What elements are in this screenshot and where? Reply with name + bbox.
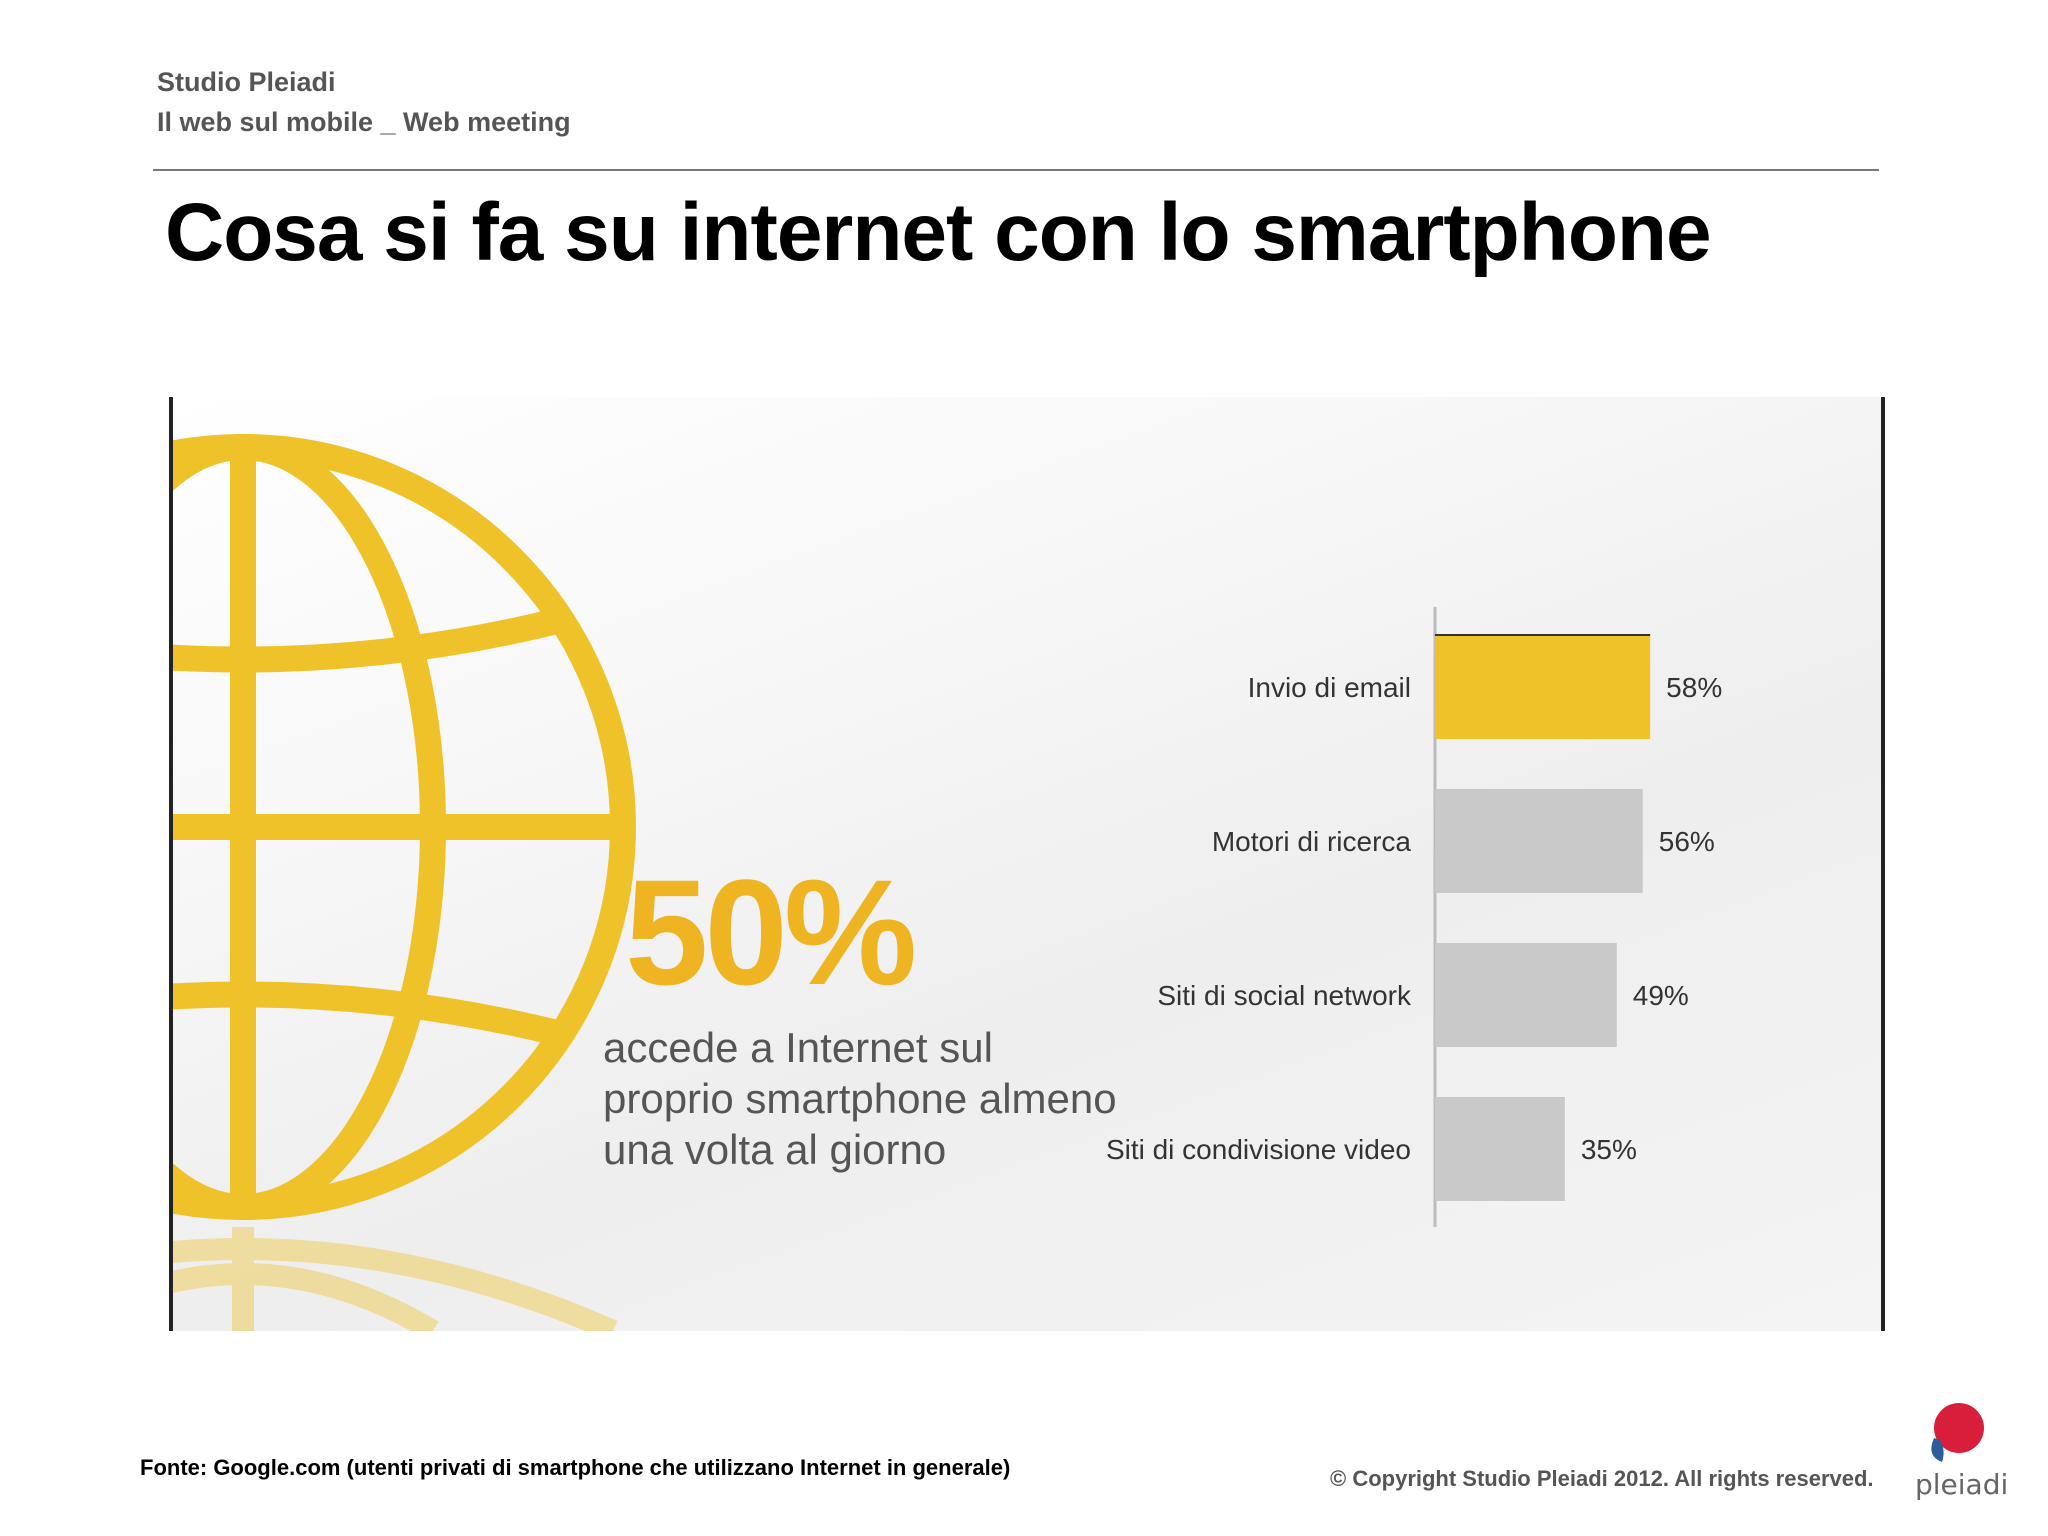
stat-caption: accede a Internet sul proprio smartphone… [603,1024,1117,1173]
stat-percentage: 50% [625,848,917,1016]
value-label: 58% [1666,672,1722,703]
value-label: 56% [1659,826,1715,857]
bar-2 [1435,943,1617,1047]
header-divider [153,169,1879,171]
value-label: 35% [1581,1134,1637,1165]
company-name: Studio Pleiadi [157,67,336,97]
category-label: Siti di condivisione video [1106,1134,1411,1165]
category-label: Motori di ricerca [1212,826,1412,857]
category-label: Siti di social network [1157,980,1412,1011]
bar-0 [1435,635,1651,739]
logo-text: pleiadi [1915,1468,2009,1501]
category-label: Invio di email [1248,672,1411,703]
copyright-note: © Copyright Studio Pleiadi 2012. All rig… [1330,1466,1874,1491]
pleiadi-logo-icon [1931,1403,1984,1462]
source-note: Fonte: Google.com (utenti privati di sma… [140,1455,1011,1480]
presentation-subtitle: Il web sul mobile _ Web meeting [157,107,571,137]
bar-3 [1435,1097,1565,1201]
value-label: 49% [1633,980,1689,1011]
bar-1 [1435,789,1643,893]
bar-chart: Invio di email 58% Motori di ricerca 56% Sit… [1106,607,1722,1227]
slide-title: Cosa si fa su internet con lo smartphone [165,187,1712,278]
globe-icon [173,434,636,1331]
infographic-frame: 50% accede a Internet sul proprio smartp… [169,397,1885,1331]
